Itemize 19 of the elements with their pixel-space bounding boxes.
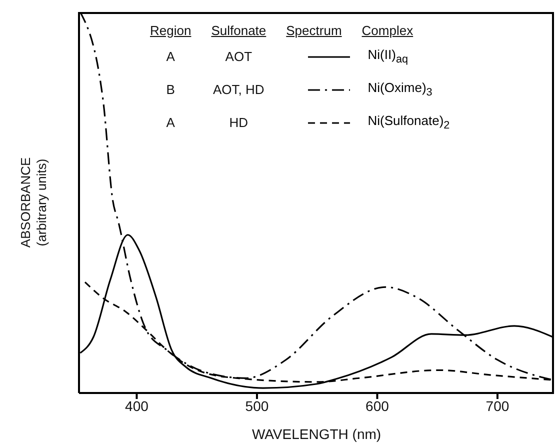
y-axis-title: ABSORBANCE (arbitrary units) <box>18 157 49 248</box>
annotation: Region <box>149 22 192 40</box>
legend-label: Ni(Oxime)$_{3}$ <box>366 79 434 101</box>
annotation: HD <box>228 114 250 132</box>
annotation: Sulfonate <box>210 22 268 40</box>
annotation: AOT <box>224 48 254 66</box>
annotation: Complex <box>360 22 414 40</box>
x-tick-label: 500 <box>245 398 269 414</box>
annotation: Spectrum <box>285 22 343 40</box>
x-tick-label: 400 <box>125 398 149 414</box>
annotation: A <box>165 48 176 66</box>
annotation: A <box>165 114 176 132</box>
x-tick-label: 600 <box>366 398 390 414</box>
legend-label: Ni(Sulfonate)$_{2}$ <box>366 112 451 134</box>
x-tick-label: 700 <box>486 398 510 414</box>
legend-label: Ni(II)$_{aq}$ <box>366 46 409 68</box>
x-axis-title: WAVELENGTH (nm) <box>252 426 382 442</box>
annotation: B <box>165 81 176 99</box>
annotation: AOT, HD <box>212 81 266 99</box>
